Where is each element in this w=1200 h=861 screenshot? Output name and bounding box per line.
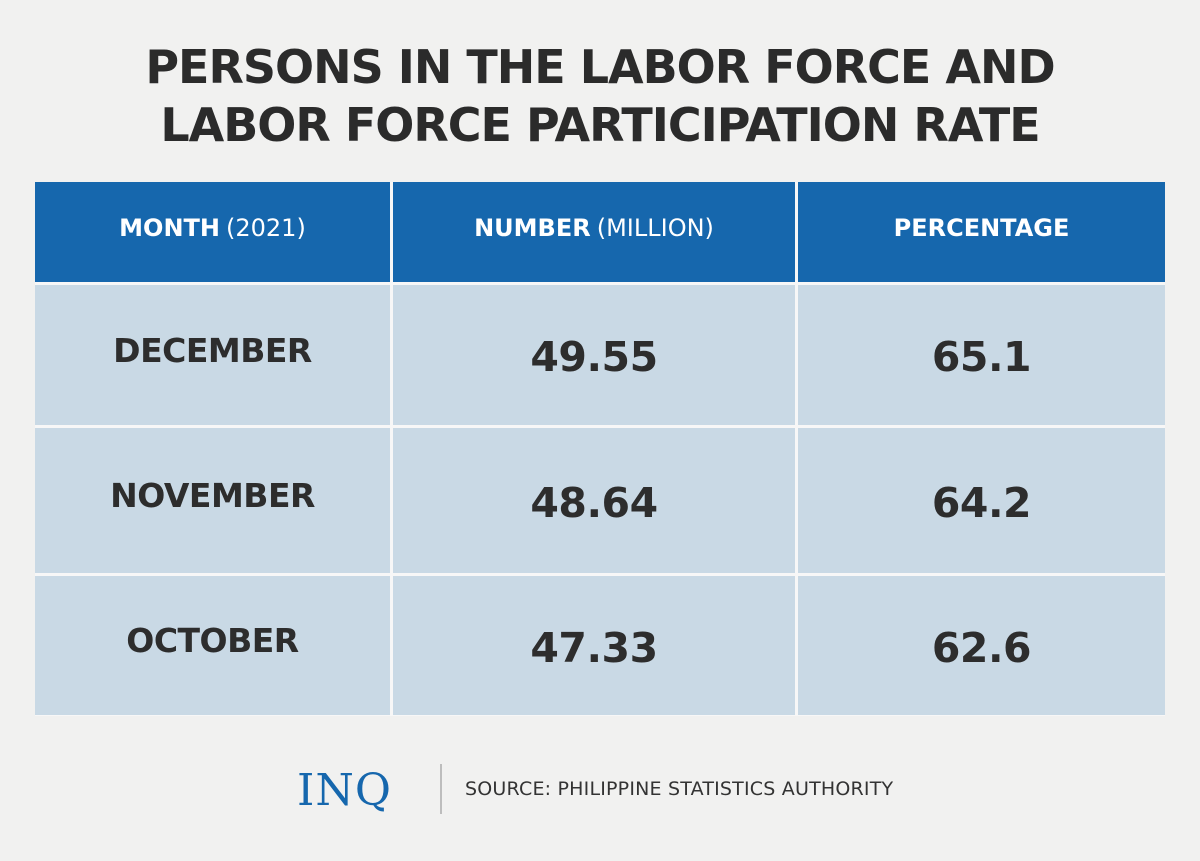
chart-title: PERSONS IN THE LABOR FORCE AND LABOR FOR… [0,38,1200,154]
column-header-number-label: NUMBER [474,214,591,242]
footer: INQ SOURCE: PHILIPPINE STATISTICS AUTHOR… [0,760,1200,820]
chart-title-line-1: PERSONS IN THE LABOR FORCE AND [145,40,1055,94]
row-1-percentage: 65.1 [798,285,1165,425]
row-3-month: OCTOBER [35,576,390,715]
data-table: MONTH (2021) NUMBER (MILLION) PERCENTAGE… [35,182,1165,716]
inq-logo: INQ [297,765,392,816]
row-1-number: 49.55 [393,285,795,425]
chart-title-line-2: LABOR FORCE PARTICIPATION RATE [160,98,1040,152]
row-1-month: DECEMBER [35,285,390,425]
column-header-number-sub: (MILLION) [596,214,714,242]
column-header-month-sub: (2021) [226,214,306,242]
row-3-number: 47.33 [393,576,795,715]
row-2-month: NOVEMBER [35,428,390,573]
footer-divider [440,764,442,814]
column-header-number: NUMBER (MILLION) [393,182,795,282]
row-2-percentage: 64.2 [798,428,1165,573]
row-3-percentage: 62.6 [798,576,1165,715]
source-note: SOURCE: PHILIPPINE STATISTICS AUTHORITY [465,778,894,800]
column-header-percentage-label: PERCENTAGE [893,214,1070,242]
column-header-percentage: PERCENTAGE [798,182,1165,282]
column-header-month-label: MONTH [119,214,220,242]
row-2-number: 48.64 [393,428,795,573]
column-header-month: MONTH (2021) [35,182,390,282]
